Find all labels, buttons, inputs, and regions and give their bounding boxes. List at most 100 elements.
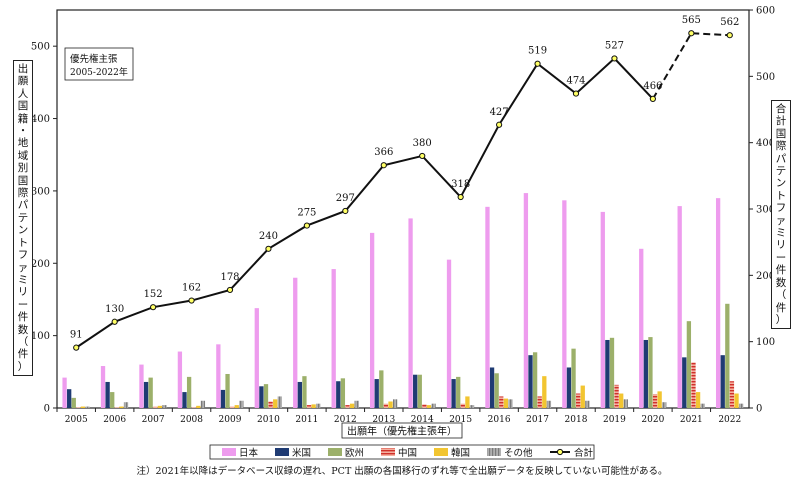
- legend-swatch-米国: [275, 448, 289, 456]
- total-line-solid: [75, 57, 654, 349]
- total-data-label: 562: [720, 17, 739, 28]
- total-point: [111, 318, 118, 325]
- tick-labels-group: 0 100 200 300 400 500 0 100 200 300 400 500 600 2005 2…: [31, 6, 775, 426]
- axis-label-char: ー: [17, 298, 29, 311]
- total-point: [534, 60, 541, 67]
- bar-韓国: [196, 405, 201, 408]
- bar-その他: [546, 400, 552, 408]
- bar-米国: [336, 381, 341, 408]
- x-tick-label: 2019: [603, 415, 626, 425]
- bar-日本: [408, 218, 413, 408]
- total-data-label: 427: [490, 107, 509, 118]
- bar-欧州: [186, 376, 192, 408]
- bar-米国: [220, 389, 226, 408]
- axis-label-char: ン: [775, 177, 787, 190]
- axis-label-char: 域: [17, 149, 29, 162]
- total-point: [688, 30, 695, 37]
- axis-label-char: 国: [17, 100, 29, 113]
- bar-欧州: [340, 378, 346, 408]
- x-tick-label: 2021: [680, 415, 703, 425]
- axis-label-char: 人: [17, 87, 29, 100]
- legend-swatch-韓国: [434, 448, 448, 456]
- axis-label-char: リ: [775, 239, 787, 252]
- bar-その他: [239, 400, 244, 408]
- bar-その他: [392, 399, 398, 408]
- annotation-line-1: 優先権主張: [70, 53, 118, 65]
- bar-米国: [643, 339, 648, 408]
- bar-日本: [715, 198, 721, 408]
- bar-日本: [100, 366, 106, 408]
- bar-欧州: [71, 397, 76, 408]
- total-point: [73, 344, 80, 351]
- axis-label-char: ー: [775, 251, 787, 264]
- axis-label-char: テ: [775, 165, 787, 178]
- bar-中国: [652, 394, 658, 408]
- axis-label-char: ・: [17, 125, 29, 138]
- y-left-tick-label: 300: [31, 186, 50, 197]
- bar-その他: [277, 396, 282, 408]
- y-right-tick-label: 300: [756, 205, 775, 216]
- bar-中国: [306, 405, 312, 408]
- legend-swatch-中国: [381, 448, 395, 456]
- total-data-label: 519: [528, 46, 547, 57]
- bar-韓国: [657, 391, 662, 408]
- y-left-tick-label: 0: [44, 404, 50, 415]
- total-data-label: 297: [336, 193, 355, 204]
- bar-米国: [182, 392, 187, 408]
- total-data-label: 318: [451, 179, 470, 190]
- bar-中国: [614, 384, 619, 408]
- total-data-label: 474: [566, 76, 585, 87]
- total-data-label: 130: [105, 304, 124, 315]
- bar-米国: [566, 367, 572, 408]
- total-line-group: 91 130 152 162 178 240 275 297 366 380 318 427 519 47…: [70, 15, 739, 351]
- legend-label-その他: その他: [504, 447, 533, 459]
- bar-韓国: [542, 376, 547, 408]
- axis-label-char: 件: [775, 301, 787, 314]
- bar-米国: [682, 357, 687, 408]
- x-tick-label: 2010: [257, 415, 280, 425]
- legend-swatch-その他: [487, 448, 501, 456]
- axis-label-char: 際: [775, 140, 787, 153]
- axis-ticks: [53, 9, 753, 412]
- bar-米国: [297, 381, 302, 408]
- x-tick-label: 2016: [488, 415, 511, 425]
- bar-韓国: [619, 393, 624, 408]
- bar-日本: [600, 211, 605, 408]
- bar-中国: [537, 396, 542, 408]
- bar-米国: [489, 367, 495, 408]
- bar-韓国: [273, 399, 278, 408]
- legend-label-米国: 米国: [292, 447, 311, 459]
- bar-日本: [562, 200, 567, 408]
- axis-label-char: 出: [17, 63, 29, 75]
- bar-中国: [499, 396, 504, 408]
- total-point: [226, 286, 234, 294]
- axis-label-char: パ: [775, 152, 787, 165]
- axis-label-char: 地: [17, 137, 29, 150]
- bar-韓国: [388, 401, 393, 408]
- total-data-label: 162: [182, 283, 201, 294]
- bar-欧州: [263, 384, 269, 408]
- axis-label-char: （: [775, 289, 787, 302]
- y-left-tick-label: 400: [31, 114, 50, 125]
- legend-label-中国: 中国: [398, 447, 417, 459]
- bar-その他: [585, 400, 590, 408]
- x-tick-label: 2005: [65, 415, 88, 425]
- bar-米国: [374, 379, 379, 408]
- bar-韓国: [426, 405, 432, 408]
- bar-その他: [508, 399, 513, 408]
- y-left-tick-label: 500: [31, 42, 50, 53]
- annotation-line-2: 2005-2022年: [70, 66, 128, 78]
- x-tick-label: 2017: [526, 415, 549, 425]
- x-tick-label: 2015: [449, 415, 472, 425]
- x-tick-label: 2011: [295, 415, 318, 425]
- bar-中国: [345, 405, 350, 408]
- bar-その他: [200, 400, 206, 408]
- bar-米国: [413, 374, 418, 408]
- bar-欧州: [725, 303, 730, 408]
- bar-韓国: [311, 404, 316, 408]
- total-point: [303, 222, 310, 229]
- axis-label-char: ト: [775, 189, 787, 202]
- bar-日本: [485, 206, 490, 408]
- bar-日本: [523, 193, 529, 408]
